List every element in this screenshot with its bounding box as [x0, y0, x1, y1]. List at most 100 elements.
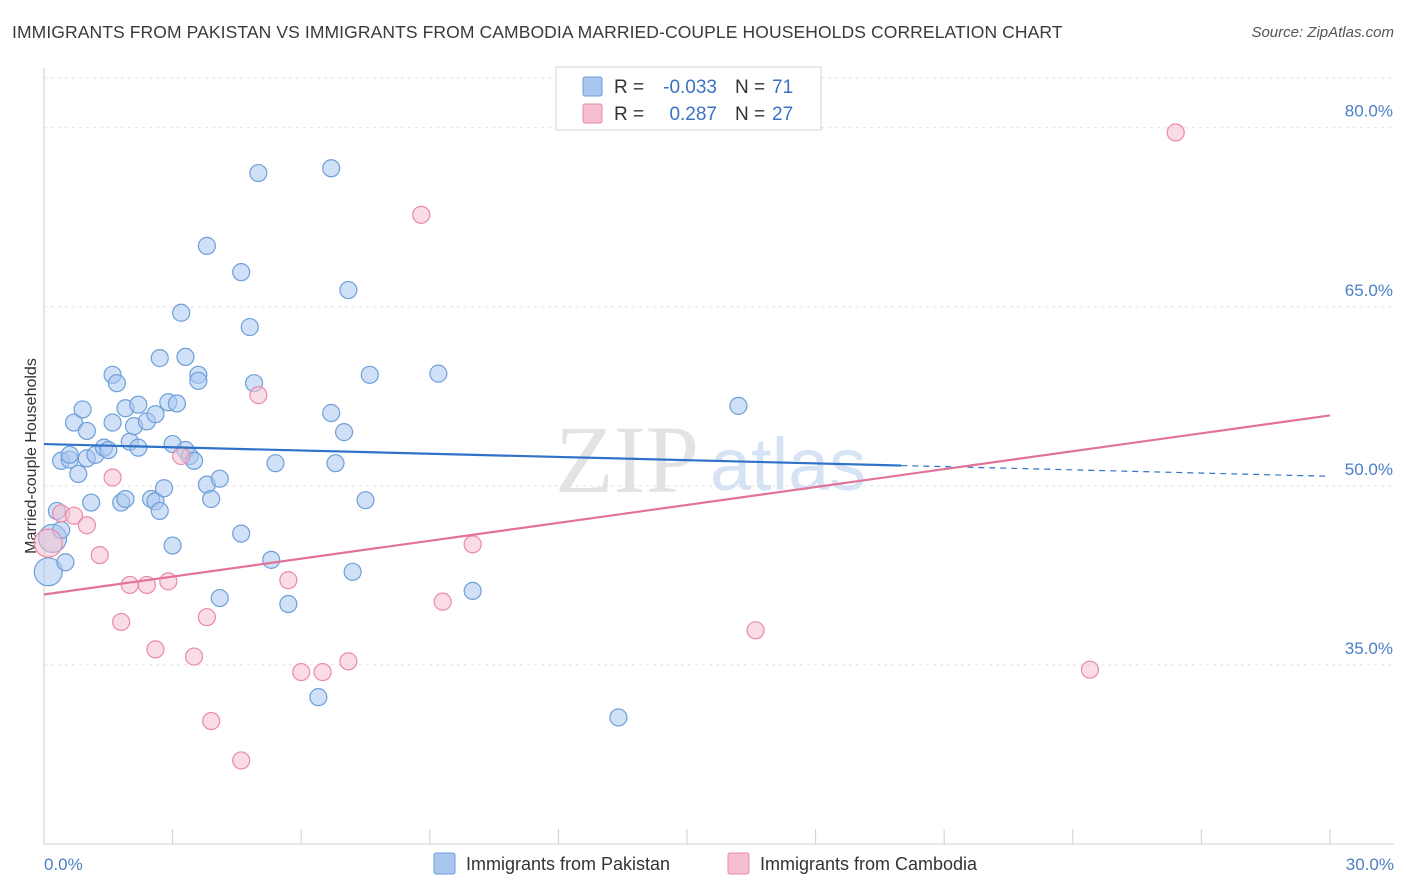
pakistan-point-25	[129, 395, 148, 414]
pakistan-point-50	[232, 263, 251, 282]
series-pakistan-points	[33, 159, 748, 727]
pakistan-point-12	[77, 421, 96, 441]
pakistan-point-4	[56, 553, 75, 572]
legend-n-label-1: N =	[735, 77, 765, 98]
y-axis-label: Married-couple Households	[23, 358, 40, 554]
bottom-legend-label-cambodia: Immigrants from Cambodia	[760, 854, 978, 874]
pakistan-point-44	[189, 371, 208, 390]
pakistan-point-54	[249, 163, 268, 183]
pakistan-point-22	[116, 489, 135, 509]
legend-box: R = -0.033 N = 71 R = 0.287 N = 27	[555, 66, 822, 131]
trend-lines	[43, 414, 1331, 596]
cambodia-point-26	[1166, 123, 1185, 142]
pakistan-point-31	[150, 349, 169, 368]
legend-n-value-pakistan: 71	[772, 77, 793, 98]
cambodia-point-9	[146, 640, 165, 659]
cambodia-point-20	[339, 652, 358, 671]
x-axis-ticks	[172, 829, 1331, 844]
bottom-legend-swatch-pakistan	[433, 852, 456, 875]
pakistan-point-57	[279, 594, 298, 614]
cambodia-point-18	[292, 662, 311, 682]
cambodia-point-5	[103, 468, 122, 487]
legend-r-value-pakistan: -0.033	[663, 77, 717, 98]
trend-line-pakistan	[43, 442, 902, 467]
x-tick-label-min: 0.0%	[44, 855, 83, 874]
bottom-legend-swatch-cambodia	[727, 852, 750, 875]
pakistan-point-69	[609, 708, 628, 727]
pakistan-point-37	[167, 394, 186, 413]
pakistan-point-55	[262, 550, 281, 569]
cambodia-point-19	[313, 662, 332, 682]
pakistan-point-62	[334, 423, 354, 442]
pakistan-point-29	[146, 405, 165, 424]
cambodia-point-11	[172, 446, 191, 466]
grid-lines	[44, 77, 1394, 666]
cambodia-point-16	[249, 386, 268, 405]
y-tick-label-65: 65.0%	[1345, 281, 1393, 300]
chart-title: IMMIGRANTS FROM PAKISTAN VS IMMIGRANTS F…	[12, 22, 1063, 42]
cambodia-point-25	[1080, 660, 1100, 679]
cambodia-point-2	[64, 506, 84, 525]
trend-line-pakistan-extension	[901, 464, 1331, 477]
pakistan-point-33	[154, 479, 174, 498]
pakistan-point-60	[322, 403, 341, 423]
cambodia-point-4	[90, 545, 109, 565]
legend-swatch-pakistan	[582, 76, 603, 97]
cambodia-point-0	[33, 528, 63, 558]
pakistan-point-56	[266, 454, 285, 473]
bottom-legend: Immigrants from Pakistan Immigrants from…	[433, 852, 978, 875]
pakistan-point-47	[202, 489, 221, 509]
cambodia-point-21	[412, 205, 431, 224]
trend-line-cambodia	[43, 414, 1331, 596]
pakistan-point-48	[210, 469, 229, 488]
pakistan-point-9	[69, 464, 88, 484]
pakistan-point-19	[107, 374, 126, 393]
legend-swatch-cambodia	[582, 103, 603, 124]
cambodia-point-13	[197, 608, 216, 627]
source-label: Source: ZipAtlas.com	[1251, 24, 1394, 41]
y-tick-label-80: 80.0%	[1345, 102, 1393, 121]
pakistan-point-46	[197, 236, 216, 255]
pakistan-point-7	[60, 445, 79, 464]
pakistan-point-49	[210, 588, 229, 608]
pakistan-point-67	[429, 364, 448, 383]
pakistan-point-13	[82, 493, 101, 512]
pakistan-point-51	[232, 524, 251, 543]
cambodia-point-6	[112, 612, 131, 632]
x-tick-label-max: 30.0%	[1346, 855, 1394, 874]
pakistan-point-59	[322, 159, 341, 178]
pakistan-point-70	[729, 396, 748, 415]
pakistan-point-52	[240, 317, 259, 337]
series-cambodia-points	[33, 123, 1185, 770]
y-tick-label-35: 35.0%	[1345, 639, 1393, 658]
y-axis-tick-labels: 35.0% 50.0% 65.0% 80.0%	[1345, 102, 1393, 658]
cambodia-point-24	[746, 621, 765, 640]
legend-n-label-2: N =	[735, 104, 765, 125]
pakistan-point-66	[360, 365, 379, 384]
cambodia-point-12	[184, 647, 204, 666]
legend-r-label-1: R =	[614, 77, 644, 98]
pakistan-point-58	[309, 688, 328, 707]
pakistan-point-10	[73, 400, 92, 419]
cambodia-point-22	[433, 592, 452, 611]
pakistan-point-18	[103, 413, 122, 432]
bottom-legend-label-pakistan: Immigrants from Pakistan	[466, 854, 670, 874]
cambodia-point-3	[77, 516, 96, 535]
pakistan-point-39	[176, 347, 195, 367]
cambodia-point-7	[120, 575, 139, 595]
pakistan-point-32	[150, 501, 169, 521]
cambodia-point-23	[463, 535, 482, 554]
legend-r-label-2: R =	[614, 104, 644, 125]
cambodia-point-17	[279, 571, 298, 590]
pakistan-point-16	[99, 440, 118, 460]
pakistan-point-0	[33, 557, 63, 587]
pakistan-point-36	[163, 536, 182, 555]
pakistan-point-68	[463, 581, 482, 601]
pakistan-point-8	[64, 413, 84, 432]
y-tick-label-50: 50.0%	[1345, 460, 1393, 479]
legend-r-value-cambodia: 0.287	[669, 104, 717, 125]
pakistan-point-38	[172, 303, 191, 322]
legend-n-value-cambodia: 27	[772, 104, 793, 125]
cambodia-point-15	[232, 751, 251, 770]
